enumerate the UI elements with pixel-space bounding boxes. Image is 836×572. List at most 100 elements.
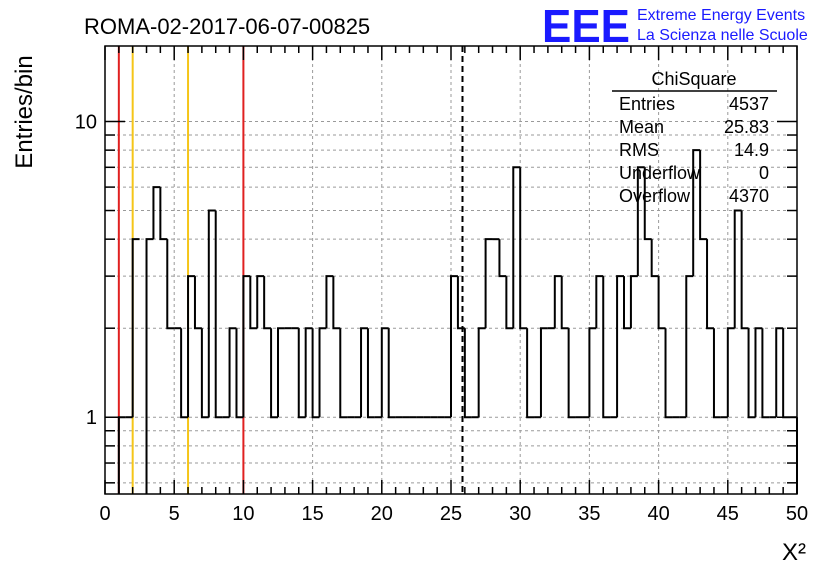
histogram-bin: [297, 328, 306, 419]
histogram-bin: [387, 328, 396, 419]
x-tick-label: 30: [509, 503, 531, 525]
histogram-bin: [775, 327, 784, 418]
histogram-bin: [131, 238, 140, 418]
histogram-bin: [270, 328, 278, 419]
x-tick-label: 20: [371, 503, 393, 525]
histogram-bin: [187, 275, 195, 418]
histogram-bin: [366, 328, 375, 419]
histogram-bin: [450, 275, 458, 418]
histogram-bin: [657, 276, 666, 330]
histogram-bin: [318, 327, 327, 418]
histogram-bin: [567, 328, 576, 419]
histogram-bin: [560, 276, 569, 330]
x-tick-label: 35: [578, 503, 600, 525]
histogram-bin: [166, 239, 175, 330]
histogram-bin: [263, 276, 272, 330]
histogram-bin: [311, 328, 320, 419]
x-axis-label: X²: [782, 539, 806, 566]
x-tick-label: 15: [301, 503, 323, 525]
y-tick-label: 10: [75, 111, 97, 133]
histogram-bin: [526, 328, 535, 419]
stats-label-overflow: Overflow: [619, 186, 691, 206]
histogram-bin: [539, 327, 548, 418]
histogram-bin: [595, 275, 604, 329]
histogram-bins: [117, 149, 798, 494]
histogram-bin: [505, 276, 514, 330]
histogram-bin: [304, 327, 313, 418]
stats-value-entries: 4537: [729, 94, 769, 114]
histogram-bin: [699, 150, 708, 241]
histogram-bin: [477, 327, 486, 418]
histogram-bin: [159, 187, 168, 241]
histogram-bin: [512, 166, 521, 329]
histogram-bin: [616, 275, 624, 418]
histogram-bin: [456, 276, 465, 330]
histogram-bin: [650, 239, 659, 278]
x-tick-label: 45: [717, 503, 739, 525]
histogram-bin: [761, 328, 770, 419]
histogram-bin: [643, 167, 652, 241]
histogram-bin: [360, 327, 368, 418]
x-tick-label: 25: [440, 503, 462, 525]
histogram-bin: [754, 327, 763, 418]
axes: [104, 45, 798, 495]
stats-value-mean: 25.83: [724, 117, 769, 137]
tick-labels: 0 5 10 15 20 25 30 35 40 45 50 1 10: [75, 111, 808, 525]
histogram-bin: [332, 276, 341, 330]
histogram-bin: [193, 276, 202, 330]
histogram-bin: [249, 276, 258, 330]
histogram-bin: [636, 166, 645, 277]
histogram-bin: [484, 238, 493, 329]
x-tick-label: 0: [99, 503, 110, 525]
histogram-bin: [145, 238, 154, 494]
histogram-bin: [180, 328, 189, 419]
histogram-bin: [325, 275, 334, 329]
histogram-bin: [747, 328, 756, 419]
stats-label-entries: Entries: [619, 94, 675, 114]
x-tick-label: 10: [232, 503, 254, 525]
stats-value-underflow: 0: [759, 163, 769, 183]
histogram-bin: [207, 209, 216, 418]
histogram-bin: [602, 276, 611, 419]
histogram-bin: [256, 275, 265, 329]
grid: [105, 46, 797, 494]
histogram-bin: [664, 328, 673, 419]
stats-label-mean: Mean: [619, 117, 664, 137]
histogram-bin: [623, 276, 631, 330]
histogram-bin: [726, 327, 735, 418]
histogram-bin: [692, 149, 701, 277]
histogram-bin: [235, 328, 244, 419]
histogram-bin: [152, 186, 161, 240]
stats-label-rms: RMS: [619, 140, 659, 160]
histogram-bin: [380, 327, 389, 418]
y-tick-label: 1: [86, 407, 97, 429]
histogram-bin: [498, 239, 507, 278]
histogram-bin: [733, 209, 742, 329]
x-tick-label: 40: [647, 503, 669, 525]
y-axis-label: Entries/bin: [11, 55, 38, 168]
chart-title: ROMA-02-2017-06-07-00825: [84, 14, 370, 39]
histogram-bin: [553, 275, 562, 329]
stats-value-overflow: 4370: [729, 186, 769, 206]
histogram-bin: [463, 328, 472, 419]
histogram-bin: [519, 167, 528, 330]
histogram-bin: [242, 275, 251, 418]
histogram-bin: [712, 328, 721, 419]
histogram-bin: [277, 327, 285, 418]
histogram-bin: [339, 328, 348, 419]
histogram-bin: [588, 327, 597, 418]
histogram-bin: [706, 239, 714, 330]
histogram-bin: [228, 327, 237, 418]
eee-logo: EEE Extreme Energy Events La Scienza nel…: [542, 0, 808, 52]
histogram-bin: [685, 275, 694, 418]
eee-logo-mark: EEE: [542, 0, 630, 52]
stats-box: ChiSquare Entries 4537 Mean 25.83 RMS 14…: [612, 69, 777, 206]
logo-line-2: La Scienza nelle Scuole: [637, 27, 808, 44]
x-tick-label: 5: [169, 503, 180, 525]
logo-line-1: Extreme Energy Events: [637, 7, 805, 24]
stats-title: ChiSquare: [651, 69, 736, 89]
histogram-bin: [740, 210, 749, 330]
